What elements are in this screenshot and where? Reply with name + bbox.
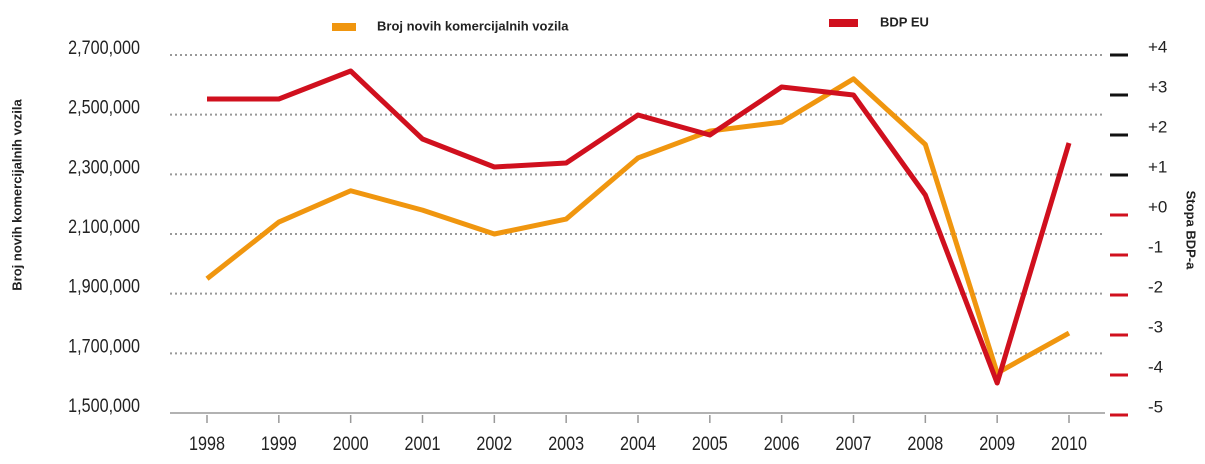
- y2-tick-label: +4: [1148, 37, 1167, 56]
- legend-swatch: [829, 19, 858, 27]
- x-tick-label: 2001: [405, 433, 441, 455]
- line-series: [207, 68, 1072, 386]
- y2-tick-label: -2: [1148, 277, 1163, 296]
- y-tick-label: 1,500,000: [68, 395, 140, 417]
- y2-tick-label: -1: [1148, 237, 1163, 256]
- x-tick-label: 2002: [476, 433, 512, 455]
- y-tick-label: 2,500,000: [68, 96, 140, 118]
- y-axis-label: Broj novih komercijalnih vozila: [9, 99, 24, 291]
- x-tick-label: 2004: [620, 433, 656, 455]
- y2-axis-label: Stopa BDP-a: [1184, 191, 1199, 271]
- y2-tick-label: +2: [1148, 117, 1167, 136]
- x-tick-label: 2005: [692, 433, 728, 455]
- x-tick-label: 2007: [836, 433, 872, 455]
- x-tick-label: 2010: [1051, 433, 1087, 455]
- y-tick-label: 1,700,000: [68, 335, 140, 357]
- legend-label: BDP EU: [880, 14, 929, 29]
- y2-tick-label: -3: [1148, 317, 1163, 336]
- y-tick-label: 2,300,000: [68, 156, 140, 178]
- y2-tick-label: -4: [1148, 357, 1163, 376]
- y2-tick-label: -5: [1148, 397, 1163, 416]
- y2-tick-label: +3: [1148, 77, 1167, 96]
- x-tick-label: 1998: [189, 433, 225, 455]
- x-tick-label: 2009: [979, 433, 1015, 455]
- x-tick-label: 2006: [764, 433, 800, 455]
- legend-label: Broj novih komercijalnih vozila: [377, 18, 569, 33]
- line-series: [205, 76, 1071, 376]
- y-tick-label: 2,100,000: [68, 216, 140, 238]
- y2-tick-label: +1: [1148, 157, 1167, 176]
- y-tick-label: 1,900,000: [68, 275, 140, 297]
- x-tick-label: 2003: [548, 433, 584, 455]
- y2-tick-label: +0: [1148, 197, 1167, 216]
- x-tick-label: 1999: [261, 433, 297, 455]
- x-tick-label: 2000: [333, 433, 369, 455]
- legend-swatch: [332, 23, 356, 31]
- y-tick-label: 2,700,000: [68, 37, 140, 59]
- x-tick-label: 2008: [907, 433, 943, 455]
